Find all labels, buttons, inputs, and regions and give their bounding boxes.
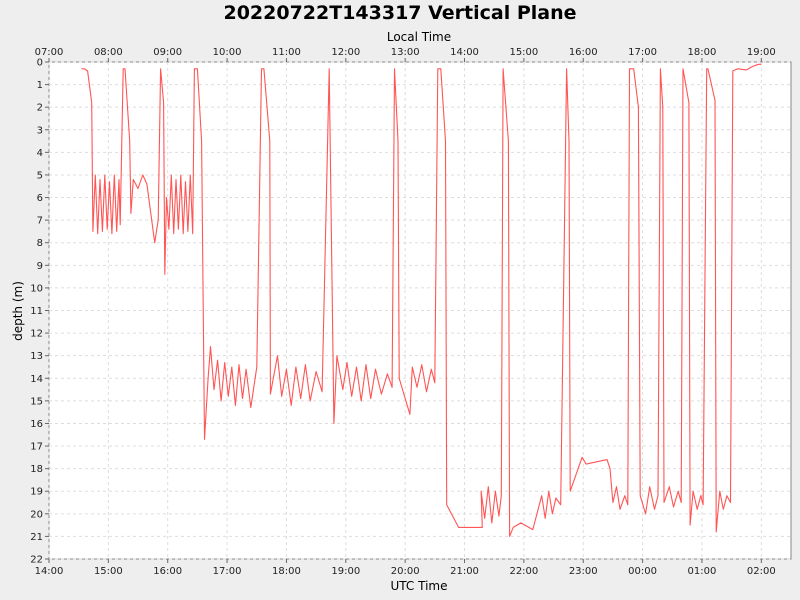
depth-series-line: [81, 63, 762, 537]
depth-axis-label: depth (m): [11, 281, 25, 341]
utc-tick-label: 15:00: [94, 566, 123, 577]
depth-tick-label: 20: [30, 509, 43, 520]
depth-tick-label: 8: [37, 238, 43, 249]
series-group: [81, 63, 762, 537]
utc-tick-label: 23:00: [569, 566, 598, 577]
utc-tick-label: 14:00: [35, 566, 64, 577]
utc-tick-label: 18:00: [272, 566, 301, 577]
depth-tick-label: 18: [30, 464, 43, 475]
local-tick-label: 11:00: [272, 47, 301, 58]
local-tick-label: 08:00: [94, 47, 123, 58]
local-tick-label: 07:00: [35, 47, 64, 58]
utc-tick-label: 19:00: [331, 566, 360, 577]
depth-tick-label: 9: [37, 261, 43, 272]
local-tick-label: 17:00: [628, 47, 657, 58]
utc-tick-label: 00:00: [628, 566, 657, 577]
local-tick-label: 12:00: [331, 47, 360, 58]
local-time-axis-label: Local Time: [387, 30, 451, 44]
depth-tick-label: 14: [30, 374, 43, 385]
local-tick-label: 13:00: [391, 47, 420, 58]
depth-tick-label: 2: [37, 103, 43, 114]
local-tick-label: 09:00: [153, 47, 182, 58]
depth-tick-label: 11: [30, 306, 43, 317]
utc-time-axis-label: UTC Time: [391, 579, 448, 593]
depth-tick-label: 15: [30, 396, 43, 407]
local-tick-label: 16:00: [569, 47, 598, 58]
grid-lines: [48, 61, 791, 560]
depth-tick-label: 21: [30, 532, 43, 543]
depth-tick-label: 7: [37, 216, 43, 227]
local-tick-label: 19:00: [747, 47, 776, 58]
local-tick-label: 18:00: [688, 47, 717, 58]
utc-tick-label: 21:00: [450, 566, 479, 577]
depth-tick-label: 19: [30, 487, 43, 498]
depth-tick-label: 16: [30, 419, 43, 430]
depth-tick-label: 10: [30, 283, 43, 294]
depth-tick-label: 13: [30, 351, 43, 362]
utc-tick-label: 16:00: [153, 566, 182, 577]
local-tick-label: 14:00: [450, 47, 479, 58]
depth-tick-label: 17: [30, 442, 43, 453]
depth-tick-label: 1: [37, 80, 43, 91]
depth-tick-label: 6: [37, 193, 43, 204]
depth-tick-label: 22: [30, 555, 43, 566]
depth-tick-label: 0: [37, 58, 43, 69]
depth-tick-label: 12: [30, 329, 43, 340]
utc-tick-label: 02:00: [747, 566, 776, 577]
local-tick-label: 15:00: [509, 47, 538, 58]
depth-tick-label: 5: [37, 170, 43, 181]
depth-tick-label: 4: [37, 148, 43, 159]
utc-tick-label: 20:00: [391, 566, 420, 577]
local-tick-label: 10:00: [213, 47, 242, 58]
chart-title: 20220722T143317 Vertical Plane: [223, 2, 576, 24]
utc-tick-label: 17:00: [213, 566, 242, 577]
axis-ticks: 14:00 07:00 15:00 08:00 16:00 09:00 17:00 10:00…: [30, 47, 775, 577]
utc-tick-label: 22:00: [509, 566, 538, 577]
utc-tick-label: 01:00: [688, 566, 717, 577]
depth-tick-label: 3: [37, 125, 43, 136]
